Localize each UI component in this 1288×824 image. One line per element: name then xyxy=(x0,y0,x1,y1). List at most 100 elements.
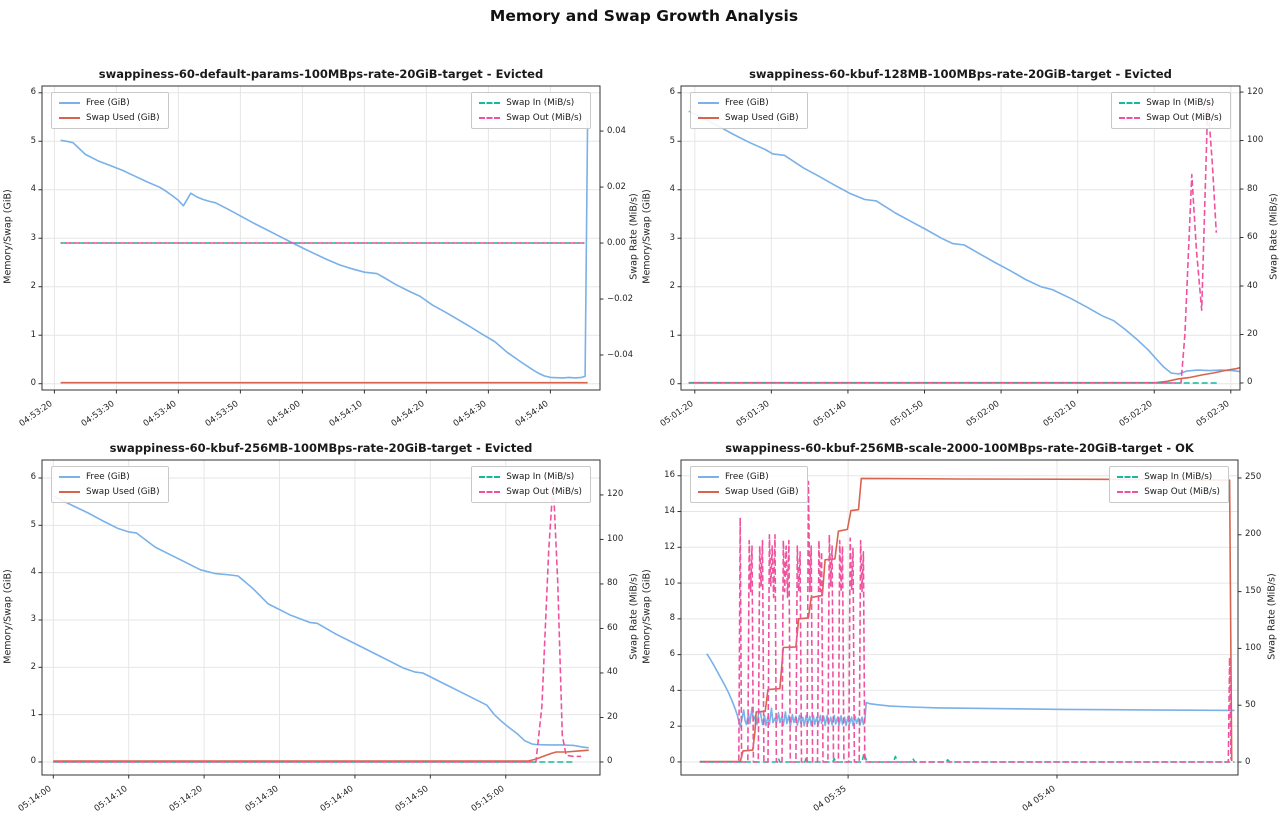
legend-label: Swap Used (GiB) xyxy=(86,486,160,497)
series-line-free xyxy=(52,495,589,749)
tick-label: 120 xyxy=(607,489,624,500)
tick-label: −0.02 xyxy=(607,293,634,304)
legend-memory: Free (GiB) Swap Used (GiB) xyxy=(690,92,808,129)
tick-label: 0 xyxy=(1247,377,1253,388)
series-line-swap_used xyxy=(53,749,589,762)
tick-label: 4 xyxy=(30,567,36,578)
free-line-swatch xyxy=(59,476,80,479)
legend-item: Swap In (MiB/s) xyxy=(1119,96,1222,111)
tick-label: 0 xyxy=(669,756,675,767)
series-line-free xyxy=(688,110,1241,375)
legend-item: Swap Used (GiB) xyxy=(698,485,799,500)
tick-label: 250 xyxy=(1245,472,1262,483)
legend-label: Free (GiB) xyxy=(86,472,130,482)
legend-memory: Free (GiB) Swap Used (GiB) xyxy=(51,92,169,129)
tick-label: 2 xyxy=(669,720,675,731)
legend-item: Swap Used (GiB) xyxy=(698,111,799,126)
tick-label: 60 xyxy=(1247,232,1258,242)
tick-label: 10 xyxy=(664,577,675,588)
tick-label: 40 xyxy=(1247,280,1258,291)
swap-in-line-swatch xyxy=(1117,476,1139,479)
tick-label: 40 xyxy=(607,667,618,678)
legend-label: Swap Used (GiB) xyxy=(725,112,799,123)
tick-label: 60 xyxy=(607,622,618,633)
tick-label: 80 xyxy=(1247,183,1258,194)
tick-label: 04 05:35 xyxy=(811,783,849,814)
tick-label: 05:14:00 xyxy=(16,783,54,815)
series-line-free xyxy=(60,119,589,379)
swap-in-line-swatch xyxy=(1119,102,1141,105)
y-axis-label-right: Swap Rate (MiB/s) xyxy=(1268,193,1280,280)
tick-label: 6 xyxy=(669,649,675,660)
legend-swap-rate: Swap In (MiB/s) Swap Out (MiB/s) xyxy=(1109,466,1229,503)
tick-label: 1 xyxy=(30,329,36,340)
figure-title: Memory and Swap Growth Analysis xyxy=(489,7,799,25)
tick-label: 4 xyxy=(30,184,36,195)
swap-used-line-swatch xyxy=(698,116,719,119)
swap-in-line-swatch xyxy=(479,102,501,105)
legend-label: Swap In (MiB/s) xyxy=(506,98,575,108)
tick-label: 12 xyxy=(664,541,675,552)
tick-label: 3 xyxy=(30,614,36,625)
tick-label: 04 05:40 xyxy=(1020,783,1058,814)
legend-swap-rate: Swap In (MiB/s) Swap Out (MiB/s) xyxy=(471,466,591,503)
legend-label: Free (GiB) xyxy=(86,98,130,108)
swap-out-line-swatch xyxy=(1119,116,1141,119)
free-line-swatch xyxy=(698,102,719,105)
legend-label: Swap In (MiB/s) xyxy=(1146,98,1215,108)
tick-label: 50 xyxy=(1245,699,1256,710)
tick-label: 3 xyxy=(30,232,36,243)
legend-label: Swap Out (MiB/s) xyxy=(506,486,582,497)
plot-area xyxy=(677,85,1244,394)
series-line-swap_in xyxy=(699,752,1235,763)
subplot-title: swappiness-60-kbuf-256MB-scale-2000-100M… xyxy=(725,441,1194,455)
tick-label: 4 xyxy=(669,684,675,695)
legend-item: Swap Out (MiB/s) xyxy=(1117,485,1220,500)
tick-label: 100 xyxy=(607,533,624,544)
tick-label: 2 xyxy=(30,281,36,292)
swap-out-line-swatch xyxy=(479,490,501,493)
subplot-title: swappiness-60-kbuf-128MB-100MBps-rate-20… xyxy=(749,67,1172,81)
legend-item: Swap Out (MiB/s) xyxy=(479,111,582,126)
tick-label: 120 xyxy=(1247,86,1264,97)
legend-label: Swap Used (GiB) xyxy=(86,112,160,123)
tick-label: 6 xyxy=(30,87,36,98)
legend-label: Swap Out (MiB/s) xyxy=(1144,486,1220,497)
swap-used-line-swatch xyxy=(698,490,719,493)
plot-border xyxy=(41,459,601,776)
tick-label: 0 xyxy=(30,756,36,767)
y-axis-label-right: Swap Rate (MiB/s) xyxy=(628,572,640,660)
tick-label: 1 xyxy=(669,329,675,340)
tick-label: 0 xyxy=(669,378,675,389)
y-axis-label-right: Swap Rate (MiB/s) xyxy=(1266,572,1278,660)
legend-swap-rate: Swap In (MiB/s) Swap Out (MiB/s) xyxy=(471,92,591,129)
legend-item: Swap Out (MiB/s) xyxy=(479,485,582,500)
legend-label: Swap Out (MiB/s) xyxy=(1146,112,1222,123)
legend-memory: Free (GiB) Swap Used (GiB) xyxy=(51,466,169,503)
legend-label: Swap In (MiB/s) xyxy=(506,472,575,482)
legend-item: Free (GiB) xyxy=(698,470,799,485)
tick-label: 6 xyxy=(669,87,675,98)
legend-item: Free (GiB) xyxy=(59,470,160,485)
tick-label: 0.02 xyxy=(607,181,626,192)
legend-label: Free (GiB) xyxy=(725,98,769,108)
tick-label: 100 xyxy=(1247,135,1264,146)
tick-label: 0 xyxy=(1245,756,1251,767)
plot-border xyxy=(680,459,1239,776)
swap-used-line-swatch xyxy=(59,490,80,493)
subplot-kbuf-256mb-scale-2000: swappiness-60-kbuf-256MB-scale-2000-100M… xyxy=(642,441,1278,814)
tick-label: 8 xyxy=(669,613,675,624)
subplot-title: swappiness-60-default-params-100MBps-rat… xyxy=(98,67,544,81)
swap-in-line-swatch xyxy=(479,476,501,479)
tick-label: 0.00 xyxy=(607,237,626,248)
tick-label: 4 xyxy=(669,184,675,195)
legend-item: Swap Used (GiB) xyxy=(59,485,160,500)
legend-item: Swap Out (MiB/s) xyxy=(1119,111,1222,126)
legend-label: Swap Used (GiB) xyxy=(725,486,799,497)
legend-memory: Free (GiB) Swap Used (GiB) xyxy=(690,466,808,503)
tick-label: 150 xyxy=(1245,586,1262,597)
tick-label: 16 xyxy=(664,470,675,481)
legend-item: Free (GiB) xyxy=(698,96,799,111)
plot-area xyxy=(38,459,604,779)
